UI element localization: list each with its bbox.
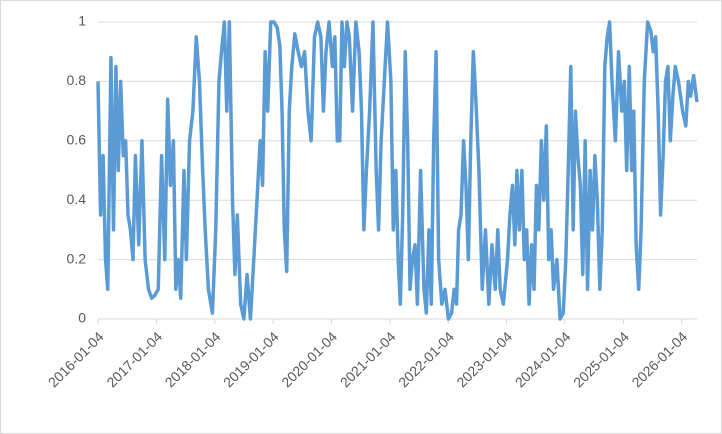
line-series bbox=[96, 20, 699, 321]
y-tick-label: 0.2 bbox=[67, 250, 87, 266]
y-tick-label: 0.6 bbox=[67, 132, 87, 148]
y-tick-label: 1 bbox=[78, 13, 86, 29]
y-tick-label: 0.8 bbox=[67, 72, 87, 88]
y-tick-label: 0 bbox=[78, 310, 86, 326]
y-tick-label: 0.4 bbox=[67, 191, 87, 207]
